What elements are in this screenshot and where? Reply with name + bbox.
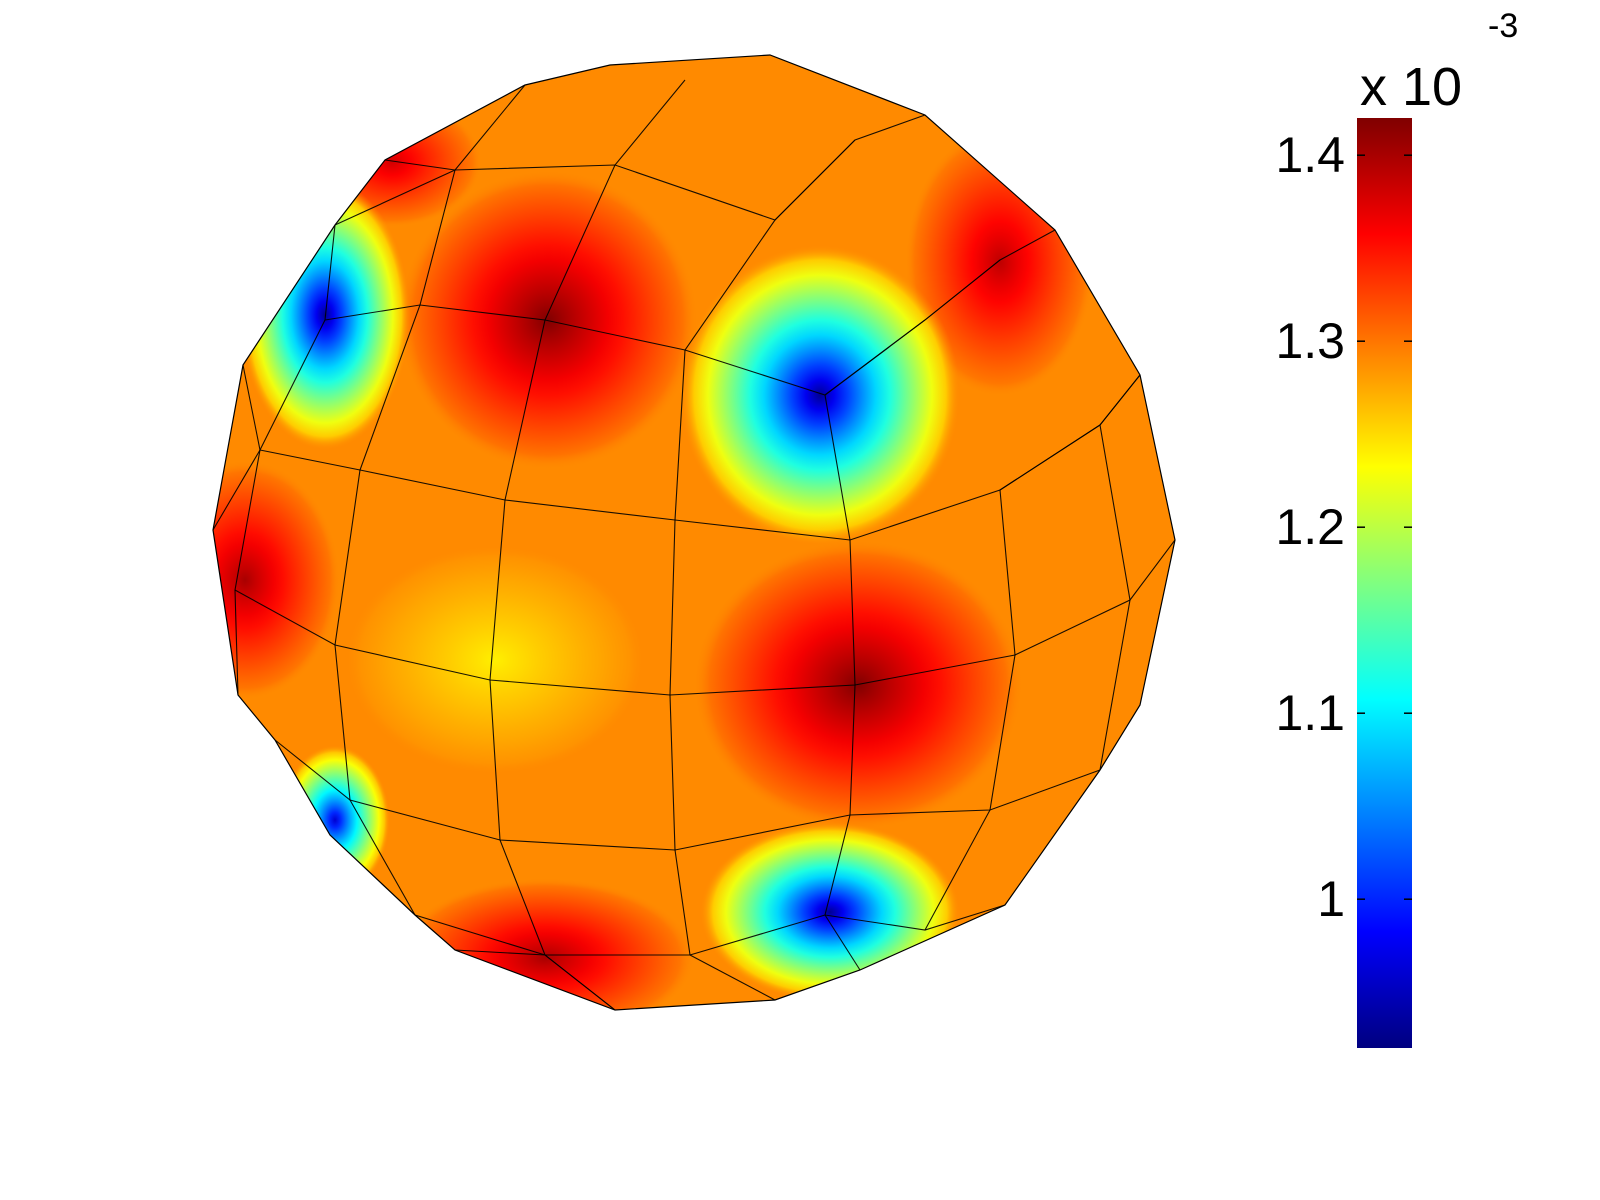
maximum-hotspot: [302, 97, 482, 227]
mesh-line: [689, 954, 776, 1001]
mesh-line: [334, 169, 456, 226]
mesh-line: [1099, 374, 1141, 771]
mesh-grid: [213, 79, 1175, 1010]
mid-hotspot: [345, 545, 645, 775]
mesh-line: [924, 424, 1101, 931]
maximum-hotspot: [398, 170, 698, 470]
maximum-hotspot: [395, 878, 695, 1010]
sphere-outline: [212, 54, 1176, 1011]
mesh-line: [234, 539, 1175, 696]
colorbar-tick-label: 1: [1317, 871, 1345, 927]
maximum-hotspot: [693, 540, 1023, 830]
mesh-line: [824, 914, 861, 971]
sphere-surface: [213, 55, 1175, 1010]
colorbar-bar: [1357, 118, 1412, 1048]
mesh-line: [213, 224, 336, 531]
colorbar-tick-label: 1.1: [1275, 685, 1345, 741]
mesh-line: [234, 364, 261, 696]
mesh-line: [334, 84, 526, 916]
minimum-hotspot: [700, 822, 960, 1002]
mesh-line: [824, 259, 1001, 916]
mesh-line: [384, 114, 926, 221]
colorbar: 1 1.1 1.2 1.3 1.4 x 10 -3: [1275, 7, 1518, 1048]
mesh-line: [669, 139, 856, 956]
mesh-line: [489, 79, 686, 1010]
maximum-hotspot: [213, 460, 340, 700]
minimum-hotspot: [280, 745, 390, 895]
colorbar-multiplier-exponent: -3: [1488, 7, 1518, 45]
minimum-hotspot: [680, 245, 960, 545]
colorbar-tick-label: 1.4: [1275, 127, 1345, 183]
colorbar-multiplier-base: x 10: [1360, 57, 1462, 117]
colorbar-tick-label: 1.2: [1275, 499, 1345, 555]
colorbar-tick-label: 1.3: [1275, 313, 1345, 369]
colorbar-ticks: 1 1.1 1.2 1.3 1.4: [1275, 127, 1412, 927]
